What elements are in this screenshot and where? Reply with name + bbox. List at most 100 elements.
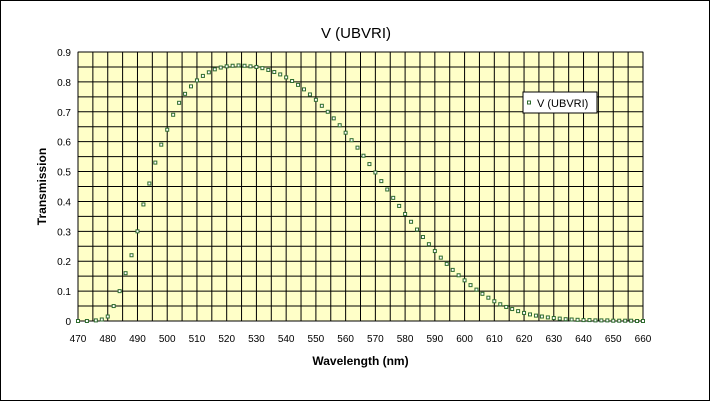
data-point bbox=[611, 318, 616, 323]
data-point bbox=[641, 319, 645, 323]
y-tick-label: 0.8 bbox=[57, 78, 71, 89]
x-tick-label: 480 bbox=[99, 334, 116, 345]
data-point bbox=[533, 313, 538, 318]
x-tick-label: 490 bbox=[129, 334, 146, 345]
y-tick-label: 0.3 bbox=[57, 227, 71, 238]
data-point bbox=[135, 229, 140, 234]
data-point bbox=[581, 318, 586, 323]
data-point bbox=[343, 130, 348, 135]
x-tick-label: 530 bbox=[248, 334, 265, 345]
data-point bbox=[587, 318, 592, 323]
data-point bbox=[409, 219, 414, 224]
data-point bbox=[242, 63, 247, 68]
x-tick-label: 640 bbox=[575, 334, 592, 345]
data-point bbox=[456, 273, 461, 278]
data-point bbox=[254, 64, 259, 69]
x-tick-label: 630 bbox=[545, 334, 562, 345]
data-point bbox=[99, 317, 104, 322]
data-point bbox=[557, 316, 562, 321]
data-point bbox=[522, 310, 527, 315]
y-tick-labels: 0 0.1 0.2 0.3 0.4 0.5 0.6 0.7 0.8 0.9 bbox=[57, 48, 71, 328]
data-point bbox=[260, 66, 265, 71]
series-points bbox=[76, 63, 645, 323]
data-point bbox=[599, 318, 604, 323]
legend-label: V (UBVRI) bbox=[537, 98, 588, 110]
data-point bbox=[296, 82, 301, 87]
y-tick-label: 0 bbox=[65, 317, 71, 328]
data-point bbox=[159, 142, 164, 147]
data-point bbox=[426, 242, 431, 247]
x-tick-label: 550 bbox=[308, 334, 325, 345]
x-axis-title: Wavelength (nm) bbox=[312, 354, 408, 368]
data-point bbox=[165, 127, 170, 132]
x-tick-label: 620 bbox=[516, 334, 533, 345]
data-point bbox=[218, 65, 223, 70]
x-tick-label: 660 bbox=[635, 334, 652, 345]
data-point bbox=[498, 302, 503, 307]
x-tick-label: 560 bbox=[337, 334, 354, 345]
x-tick-label: 650 bbox=[605, 334, 622, 345]
data-point bbox=[319, 103, 324, 108]
y-tick-label: 0.7 bbox=[57, 108, 71, 119]
data-point bbox=[569, 317, 574, 322]
data-point bbox=[284, 75, 289, 80]
data-point bbox=[432, 249, 437, 254]
data-point bbox=[492, 299, 497, 304]
data-point bbox=[129, 253, 134, 258]
data-point bbox=[486, 295, 491, 300]
data-point bbox=[528, 312, 532, 317]
x-tick-label: 590 bbox=[426, 334, 443, 345]
data-point bbox=[194, 78, 199, 83]
data-point bbox=[438, 255, 443, 260]
data-point bbox=[76, 319, 80, 323]
data-point bbox=[147, 181, 152, 186]
data-point bbox=[290, 78, 295, 83]
data-point bbox=[397, 203, 402, 208]
data-point bbox=[545, 315, 550, 320]
data-point bbox=[349, 138, 354, 143]
data-point bbox=[171, 112, 176, 117]
data-point bbox=[629, 318, 634, 323]
data-point bbox=[575, 317, 580, 322]
data-point bbox=[307, 92, 312, 97]
x-tick-label: 610 bbox=[486, 334, 503, 345]
legend-box bbox=[522, 91, 598, 114]
data-point bbox=[474, 287, 479, 292]
data-point bbox=[605, 318, 610, 323]
data-point bbox=[337, 123, 342, 128]
data-point bbox=[623, 318, 628, 323]
data-point bbox=[302, 87, 306, 92]
data-point bbox=[563, 317, 568, 322]
data-point bbox=[367, 162, 372, 167]
data-point bbox=[593, 318, 598, 323]
x-tick-label: 570 bbox=[367, 334, 384, 345]
data-point bbox=[450, 267, 455, 272]
data-point bbox=[230, 63, 235, 68]
data-point bbox=[212, 67, 217, 72]
chart-title: V (UBVRI) bbox=[321, 25, 391, 42]
data-point bbox=[379, 179, 384, 184]
y-tick-label: 0.2 bbox=[57, 257, 71, 268]
data-point bbox=[480, 291, 485, 296]
data-point bbox=[177, 100, 182, 105]
data-point bbox=[635, 319, 640, 323]
x-tick-label: 510 bbox=[189, 334, 206, 345]
data-point bbox=[420, 235, 425, 240]
y-tick-label: 0.1 bbox=[57, 287, 71, 298]
data-point bbox=[272, 70, 277, 75]
data-point bbox=[373, 170, 378, 175]
legend-marker bbox=[527, 100, 531, 105]
data-point bbox=[183, 91, 188, 96]
data-point bbox=[403, 211, 408, 216]
data-point bbox=[462, 278, 467, 283]
data-point bbox=[313, 97, 318, 102]
data-point bbox=[510, 307, 515, 312]
x-tick-label: 580 bbox=[397, 334, 414, 345]
data-point bbox=[391, 195, 396, 200]
data-point bbox=[617, 318, 622, 323]
x-tick-label: 540 bbox=[278, 334, 295, 345]
data-point bbox=[123, 271, 128, 276]
data-point bbox=[236, 63, 241, 68]
data-point bbox=[385, 187, 390, 192]
y-tick-label: 0.4 bbox=[57, 197, 71, 208]
